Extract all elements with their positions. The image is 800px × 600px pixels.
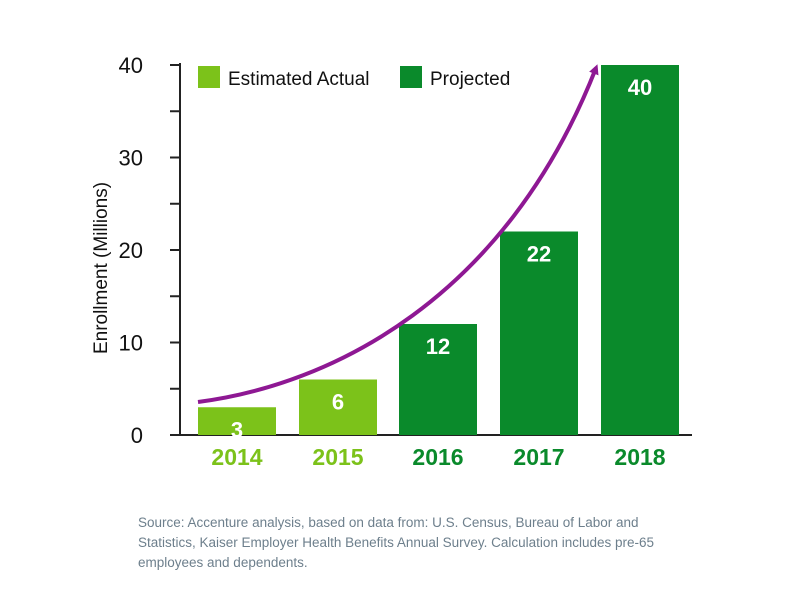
bar-value-label: 6 — [332, 390, 344, 415]
x-tick-label: 2016 — [412, 444, 463, 470]
legend-label: Projected — [430, 69, 510, 90]
legend-label: Estimated Actual — [228, 69, 370, 90]
x-tick-label: 2014 — [211, 444, 262, 470]
x-tick-label: 2017 — [513, 444, 564, 470]
bar-2018 — [601, 65, 679, 435]
bar-value-label: 12 — [426, 334, 450, 359]
x-tick-label: 2015 — [312, 444, 363, 470]
legend-swatch — [198, 66, 220, 88]
source-note: Source: Accenture analysis, based on dat… — [138, 515, 655, 570]
y-tick-label: 10 — [119, 331, 143, 356]
bar-2015 — [299, 379, 377, 435]
y-tick-label: 0 — [131, 423, 143, 448]
x-tick-label: 2018 — [614, 444, 665, 470]
bar-value-label: 3 — [231, 417, 243, 442]
bar-2014 — [198, 407, 276, 435]
y-tick-label: 20 — [119, 238, 143, 263]
y-tick-label: 30 — [119, 146, 143, 171]
bar-value-label: 22 — [527, 242, 551, 267]
y-tick-label: 40 — [119, 53, 143, 78]
trend-arrow — [197, 64, 599, 404]
legend-swatch — [400, 66, 422, 88]
y-axis-title: Enrollment (Millions) — [91, 182, 112, 354]
bar-value-label: 40 — [628, 75, 652, 100]
bar-2017 — [500, 231, 578, 435]
bar-2016 — [399, 324, 477, 435]
